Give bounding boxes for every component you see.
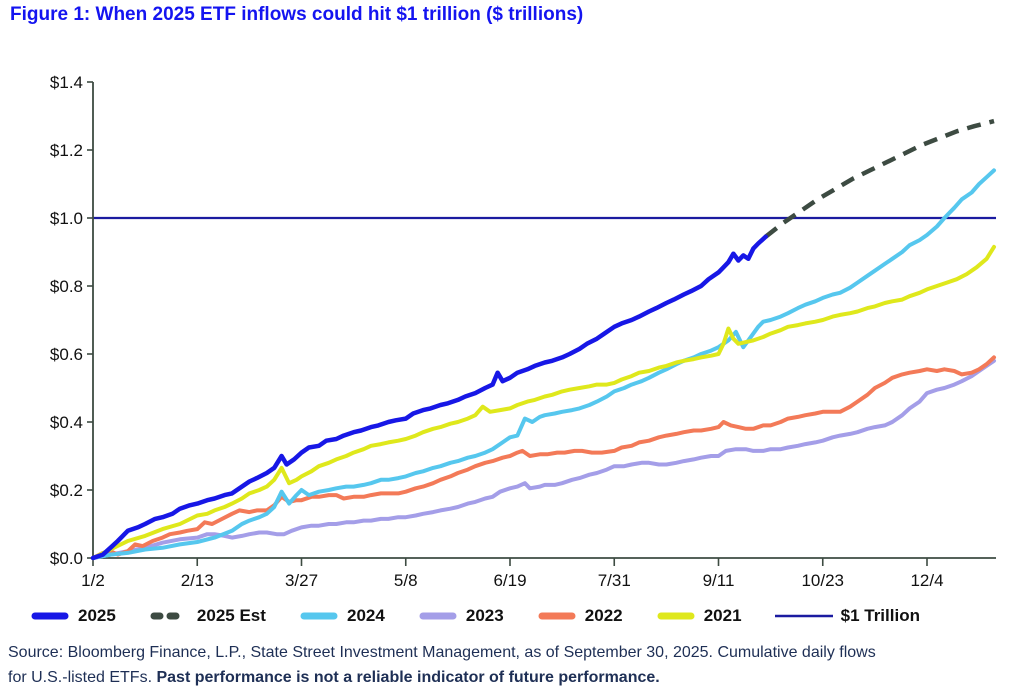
y-tick-label: $0.4 — [50, 413, 83, 432]
legend-swatch — [31, 612, 69, 620]
legend-label: $1 Trillion — [840, 606, 920, 625]
x-tick-label: 7/31 — [598, 571, 631, 590]
series-line-2025 — [90, 234, 768, 561]
source-disclaimer: Past performance is not a reliable indic… — [156, 669, 660, 686]
legend-item-2025: 2025 — [30, 606, 116, 626]
legend-item-2022: 2022 — [537, 606, 623, 626]
etf-inflows-chart: $0.0 $0.2 $0.4 $0.6 $0.8 $1.0 $1.2 $1.4 1/2 2/13 3… — [50, 73, 997, 590]
legend-label: 2025 Est — [196, 606, 266, 625]
y-tick-label: $0.0 — [50, 549, 83, 568]
x-tick-label: 9/11 — [703, 571, 735, 590]
chart-legend: 2025 2025 Est 2024 2023 2022 2021 $1 Trillion — [0, 606, 1024, 626]
source-line-1: Source: Bloomberg Finance, L.P., State S… — [8, 644, 876, 661]
legend-swatch — [538, 612, 576, 620]
legend-swatch — [300, 612, 338, 620]
legend-item-2023: 2023 — [418, 606, 504, 626]
x-tick-label: 6/19 — [493, 571, 526, 590]
legend-label: 2023 — [465, 606, 504, 625]
series-line-2022 — [91, 355, 996, 560]
y-tick-label: $0.2 — [50, 481, 83, 500]
y-tick-label: $1.0 — [50, 209, 83, 228]
series-line-2023 — [91, 358, 996, 560]
source-note: Source: Bloomberg Finance, L.P., State S… — [8, 640, 1016, 690]
series-line-2024 — [91, 168, 996, 560]
legend-item-2024: 2024 — [299, 606, 385, 626]
legend-label: 2021 — [703, 606, 742, 625]
series-line-2021 — [91, 244, 996, 560]
x-tick-label: 3/27 — [285, 571, 318, 590]
legend-item-2025-est: 2025 Est — [149, 606, 266, 626]
series-line-2025-est — [764, 118, 995, 239]
figure-title: Figure 1: When 2025 ETF inflows could hi… — [10, 4, 584, 25]
x-tick-label: 2/13 — [181, 571, 214, 590]
legend-item-$1-trillion: $1 Trillion — [774, 606, 920, 626]
legend-label: 2025 — [78, 606, 116, 625]
legend-item-2021: 2021 — [656, 606, 742, 626]
x-tick-label: 1/2 — [81, 571, 105, 590]
x-tick-label: 10/23 — [801, 571, 844, 590]
chart-area: $0.0 $0.2 $0.4 $0.6 $0.8 $1.0 $1.2 $1.4 1/2 2/13 3… — [0, 60, 1024, 605]
y-tick-label: $0.8 — [50, 277, 83, 296]
legend-swatch — [774, 614, 833, 618]
legend-swatch — [150, 612, 188, 620]
x-tick-label: 5/8 — [394, 571, 418, 590]
legend-label: 2022 — [584, 606, 623, 625]
y-tick-label: $1.2 — [50, 141, 83, 160]
y-tick-label: $1.4 — [50, 73, 83, 92]
legend-label: 2024 — [346, 606, 385, 625]
legend-swatch — [657, 612, 695, 620]
x-tick-label: 12/4 — [910, 571, 943, 590]
y-tick-label: $0.6 — [50, 345, 83, 364]
source-line-2: for U.S.-listed ETFs. — [8, 669, 157, 686]
legend-swatch — [419, 612, 457, 620]
